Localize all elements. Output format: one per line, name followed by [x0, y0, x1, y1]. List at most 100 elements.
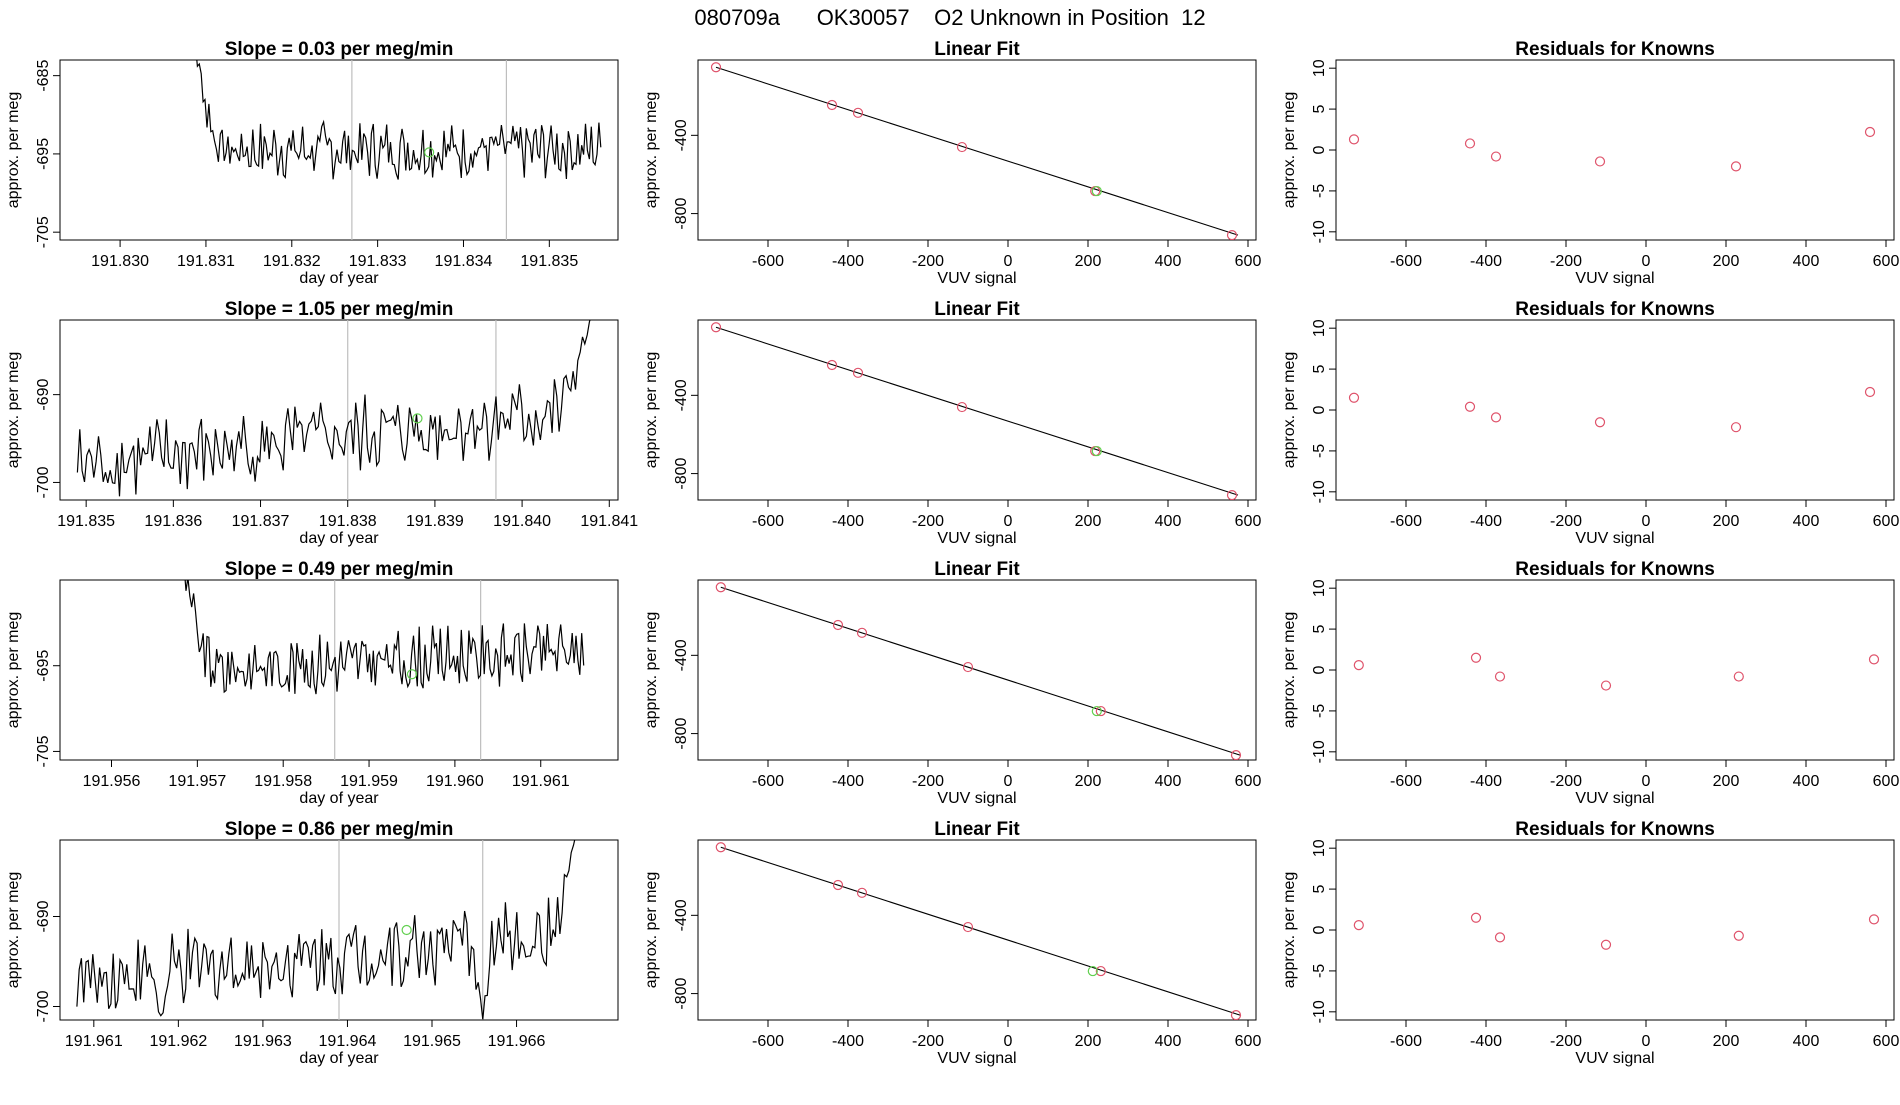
row4-time-series-x-tick-label: 191.964 [319, 1033, 377, 1050]
row3-linear-fit-unknown-point [1091, 705, 1102, 717]
row1-residuals-x-tick-label: 200 [1713, 253, 1740, 270]
row3-residuals-residual-point [1868, 654, 1880, 665]
row3-time-series-unknown-point [406, 669, 418, 680]
row4-residuals-title: Residuals for Knowns [1515, 819, 1715, 840]
row4-linear-fit-x-axis-label: VUV signal [937, 1050, 1016, 1067]
row3-residuals-plot-area [1353, 652, 1880, 691]
row3-time-series-trace-line [184, 580, 585, 695]
row4-residuals-y-tick-label: 10 [1311, 839, 1328, 857]
row4-linear-fit-y-axis-label: approx. per meg [643, 872, 660, 989]
row2-residuals-frame [1335, 319, 1895, 501]
row2-residuals-residual-point [1464, 401, 1476, 412]
row2-linear-fit-panel: Linear Fit -600 -400 -200 0 200 400 600 VUV sign… [643, 299, 1261, 547]
row2-residuals-x-tick-label: -200 [1550, 513, 1582, 530]
row2-linear-fit-x-tick-label: -600 [752, 513, 784, 530]
row4-linear-fit-title: Linear Fit [934, 819, 1020, 840]
row3-time-series-title: Slope = 0.49 per meg/min [225, 559, 454, 580]
row3-linear-fit-known-point [715, 582, 726, 593]
row3-residuals-x-tick-label: 400 [1793, 773, 1820, 790]
row1-time-series-x-tick-label: 191.832 [263, 253, 321, 270]
row4-time-series-y-axis-label: approx. per meg [5, 872, 22, 989]
row1-time-series-x-tick-label: 191.835 [520, 253, 578, 270]
row4-linear-fit-plot-area [715, 842, 1242, 1020]
row1-residuals-residual-point [1864, 126, 1876, 138]
row1-residuals-y-tick-label: 0 [1311, 145, 1328, 154]
row3-linear-fit-x-tick-label: 200 [1075, 773, 1102, 790]
row2-linear-fit-x-tick-label: -200 [912, 513, 944, 530]
row4-residuals-x-tick-label: -200 [1550, 1033, 1582, 1050]
row3-time-series-y-tick-label: -695 [35, 650, 52, 682]
row4-residuals-y-tick-label: 0 [1311, 925, 1328, 934]
row4-residuals-residual-point [1353, 919, 1364, 931]
row2-time-series-x-tick-label: 191.840 [493, 513, 551, 530]
row2-linear-fit-x-tick-label: 600 [1235, 513, 1262, 530]
row4-time-series-title: Slope = 0.86 per meg/min [225, 819, 454, 840]
row1-linear-fit-x-tick-label: -600 [752, 253, 784, 270]
row3-residuals-residual-point [1600, 680, 1612, 691]
row1-linear-fit-y-axis-label: approx. per meg [643, 92, 660, 209]
row1-time-series-y-tick-label: -705 [35, 216, 52, 248]
row1-linear-fit-unknown-point [1091, 185, 1102, 197]
row1-time-series-y-tick-label: -695 [35, 138, 52, 170]
row3-linear-fit-known-point [1230, 750, 1242, 760]
row2-time-series-x-tick-label: 191.837 [232, 513, 290, 530]
row3-linear-fit-x-tick-label: -200 [912, 773, 944, 790]
row2-linear-fit-x-tick-label: 200 [1075, 513, 1102, 530]
row3-residuals-residual-point [1470, 652, 1482, 663]
row1-residuals-y-tick-label: 10 [1311, 59, 1328, 77]
row3-linear-fit-panel: Linear Fit -600 -400 -200 0 200 400 600 VUV sign… [643, 559, 1261, 807]
row3-linear-fit-known-point [1095, 705, 1106, 717]
row3-time-series-y-tick-label: -705 [35, 735, 52, 767]
row3-linear-fit-y-tick-label: -800 [673, 717, 690, 749]
row1-residuals-y-axis-label: approx. per meg [1281, 92, 1298, 209]
row3-linear-fit-known-point [856, 627, 868, 638]
row4-linear-fit-x-tick-label: 400 [1155, 1033, 1182, 1050]
row2-residuals-y-tick-label: 0 [1311, 405, 1328, 414]
row4-time-series-x-tick-label: 191.965 [403, 1033, 461, 1050]
row2-time-series-x-tick-label: 191.835 [57, 513, 115, 530]
row3-residuals-y-tick-label: 0 [1311, 665, 1328, 674]
row4-linear-fit-known-point [832, 879, 844, 891]
row3-time-series-x-tick-label: 191.956 [83, 773, 141, 790]
row2-linear-fit-frame [697, 319, 1257, 501]
row1-time-series-x-tick-label: 191.830 [91, 253, 149, 270]
row1-linear-fit-x-tick-label: 600 [1235, 253, 1262, 270]
row1-residuals-frame [1335, 59, 1895, 241]
row2-time-series-x-tick-label: 191.841 [580, 513, 638, 530]
chart-panels: Slope = 0.03 per meg/min 191.830 191.831 19… [5, 39, 1899, 1067]
row2-time-series-x-axis-label: day of year [299, 530, 379, 547]
row3-linear-fit-x-tick-label: -400 [832, 773, 864, 790]
row4-linear-fit-known-point [856, 887, 868, 898]
page-title: 080709a OK30057 O2 Unknown in Position 1… [694, 5, 1205, 30]
row4-time-series-y-tick-label: -690 [35, 900, 52, 932]
row4-residuals-x-tick-label: 400 [1793, 1033, 1820, 1050]
row3-linear-fit-frame [697, 579, 1257, 761]
row2-residuals-y-tick-label: 10 [1311, 319, 1328, 337]
row2-residuals-y-axis-label: approx. per meg [1281, 352, 1298, 469]
row4-linear-fit-unknown-point [1087, 965, 1098, 977]
row4-residuals-y-axis-label: approx. per meg [1281, 872, 1298, 989]
row4-residuals-residual-point [1494, 932, 1506, 943]
row3-residuals-x-tick-label: -400 [1470, 773, 1502, 790]
row3-residuals-residual-point [1494, 671, 1506, 682]
row1-residuals-residual-point [1464, 138, 1476, 149]
row3-residuals-title: Residuals for Knowns [1515, 559, 1715, 580]
row2-residuals-y-tick-label: -5 [1311, 444, 1328, 458]
row1-residuals-residual-point [1348, 134, 1360, 145]
row1-time-series-x-tick-label: 191.833 [349, 253, 407, 270]
row2-residuals-y-tick-label: 5 [1311, 365, 1328, 374]
row2-time-series-title: Slope = 1.05 per meg/min [225, 299, 454, 320]
row2-time-series-unknown-point [412, 413, 423, 424]
row1-residuals-residual-point [1490, 151, 1502, 162]
row3-residuals-x-tick-label: -600 [1390, 773, 1422, 790]
row3-residuals-x-axis-label: VUV signal [1575, 790, 1654, 807]
row1-linear-fit-plot-area [710, 62, 1239, 240]
row1-time-series-title: Slope = 0.03 per meg/min [225, 39, 454, 60]
row1-linear-fit-title: Linear Fit [934, 39, 1020, 60]
row1-residuals-residual-point [1594, 156, 1606, 167]
row1-time-series-x-tick-label: 191.831 [177, 253, 235, 270]
row1-time-series-y-tick-label: -685 [35, 60, 52, 92]
row1-residuals-x-axis-label: VUV signal [1575, 270, 1654, 287]
row3-time-series-frame [59, 579, 619, 761]
